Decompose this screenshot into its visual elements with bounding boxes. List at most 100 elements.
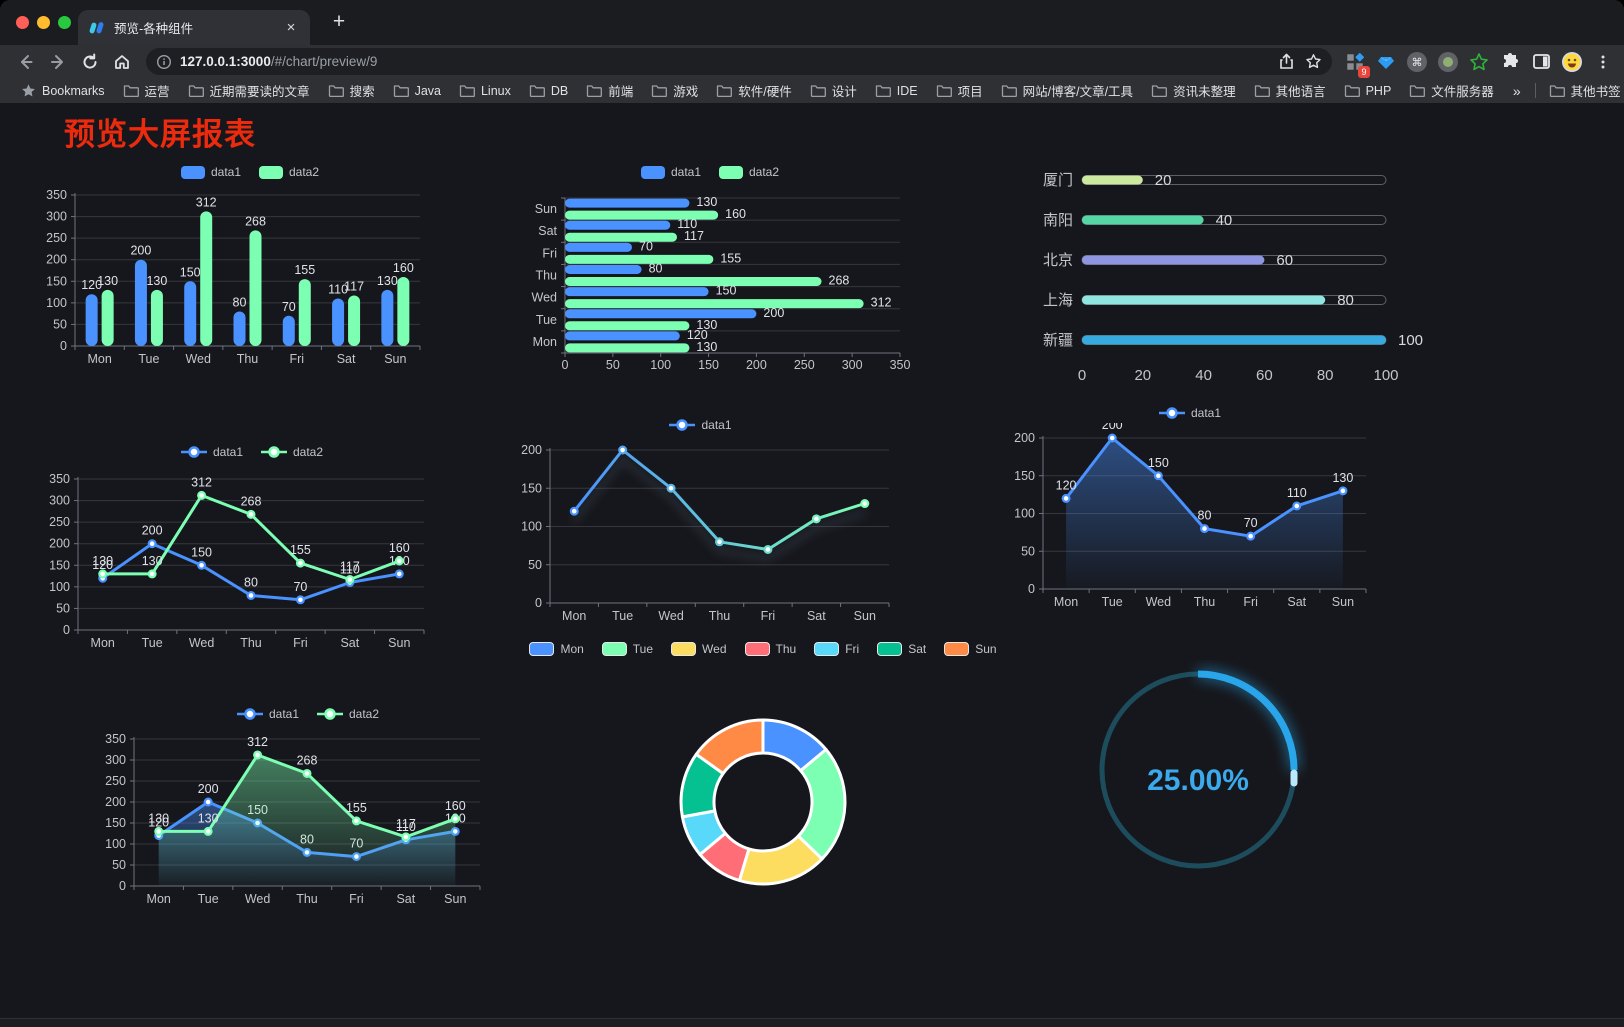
info-icon[interactable] <box>156 54 172 70</box>
svg-text:Sun: Sun <box>384 352 406 366</box>
svg-text:60: 60 <box>1256 367 1273 384</box>
command-extension-icon[interactable]: ⌘ <box>1404 49 1430 75</box>
gem-extension-icon[interactable] <box>1373 49 1399 75</box>
chart-line-two-series[interactable]: data1 data2 0 50 100 150 200 250 300 350 Mon Tue Wed… <box>42 442 462 659</box>
bookmark-folder[interactable]: 游戏 <box>644 79 705 102</box>
emoji-extension-icon[interactable] <box>1559 49 1585 75</box>
bookmark-folder[interactable]: 文件服务器 <box>1402 79 1501 102</box>
legend-swatch <box>259 165 283 179</box>
bookmark-folder[interactable]: 前端 <box>579 79 640 102</box>
green-star-extension-icon[interactable] <box>1466 49 1492 75</box>
chart-grouped-bar[interactable]: data1 data2 0 50 100 150 200 250 300 350 Mon Tue Wed… <box>40 162 460 377</box>
home-icon[interactable] <box>108 48 136 76</box>
svg-text:100: 100 <box>1014 507 1035 521</box>
side-panel-icon[interactable] <box>1528 49 1554 75</box>
legend-item[interactable]: Sat <box>877 642 926 656</box>
legend-item[interactable]: data2 <box>719 165 779 179</box>
zoom-window-button[interactable] <box>58 16 71 29</box>
legend-item[interactable]: Sun <box>944 642 997 656</box>
menu-kebab-icon[interactable] <box>1590 49 1616 75</box>
tab-close-icon[interactable]: × <box>286 18 296 36</box>
legend-item[interactable]: data1 <box>669 418 732 432</box>
bookmark-folder[interactable]: 运营 <box>116 79 177 102</box>
page-content: 预览大屏报表 data1 data2 0 50 100 150 200 250 300 350 Mo… <box>0 103 1624 1027</box>
folder-icon <box>1001 84 1017 97</box>
bookmark-folder[interactable]: 软件/硬件 <box>709 79 798 102</box>
svg-text:Tue: Tue <box>142 636 163 650</box>
legend-item[interactable]: data2 <box>259 165 319 179</box>
bookmark-folder[interactable]: 资讯未整理 <box>1144 79 1243 102</box>
chart-gauge[interactable]: 25.00% <box>1088 660 1308 885</box>
svg-text:100: 100 <box>46 296 67 310</box>
chart-donut[interactable]: Mon Tue Wed Thu Fri Sat Sun <box>529 639 997 914</box>
chart-line-gradient[interactable]: data1 0 50 100 150 200 Mon Tue Wed Thu Fri Sat Sun <box>498 415 903 635</box>
bookmark-folder[interactable]: 其他语言 <box>1247 79 1333 102</box>
folder-icon <box>1410 84 1426 97</box>
bookmark-folder[interactable]: 网站/博客/文章/工具 <box>994 79 1140 102</box>
record-extension-icon[interactable] <box>1435 49 1461 75</box>
bookmark-folder[interactable]: 搜索 <box>321 79 382 102</box>
folder-icon <box>1549 84 1565 97</box>
chart-area-double[interactable]: data1 data2 0 50 100 150 200 250 300 350 Mon Tue Wed… <box>98 704 518 921</box>
minimize-window-button[interactable] <box>37 16 50 29</box>
svg-text:160: 160 <box>725 207 746 221</box>
legend-item[interactable]: data1 <box>1158 406 1221 420</box>
chart-city-progress[interactable]: 厦门 20 南阳 40 北京 60 上海 80 新疆 100 0 20 40 60 80 100 <box>1040 163 1440 398</box>
legend-item[interactable]: Fri <box>814 642 859 656</box>
legend-line-marker <box>180 446 207 458</box>
forward-icon[interactable] <box>44 48 72 76</box>
bookmark-star-icon[interactable] <box>1305 53 1322 70</box>
chart-horizontal-bar[interactable]: data1 data2 0 50 100 150 200 250 300 350 Sun 130 160… <box>500 162 920 382</box>
svg-text:上海: 上海 <box>1043 292 1073 309</box>
svg-text:Fri: Fri <box>542 246 557 260</box>
tab-grid-extension-icon[interactable]: 9 <box>1342 49 1370 78</box>
legend-item[interactable]: data1 <box>180 445 243 459</box>
svg-text:110: 110 <box>340 563 360 577</box>
bookmark-item-bookmarks[interactable]: Bookmarks <box>14 81 112 100</box>
bookmark-folder[interactable]: IDE <box>868 82 925 100</box>
svg-text:Fri: Fri <box>289 352 304 366</box>
legend-item[interactable]: data1 <box>236 707 299 721</box>
legend-item[interactable]: data2 <box>317 707 379 721</box>
bookmark-folder[interactable]: 近期需要读的文章 <box>181 79 317 102</box>
chart-area-single[interactable]: data1 0 50 100 150 200 Mon Tue Wed Thu Fri Sat Sun 12… <box>1000 403 1380 618</box>
svg-text:0: 0 <box>535 596 542 610</box>
back-icon[interactable] <box>12 48 40 76</box>
bookmark-folder[interactable]: DB <box>522 82 575 100</box>
other-bookmarks-folder[interactable]: 其他书签 <box>1542 79 1624 102</box>
bookmark-folder[interactable]: Java <box>386 82 448 100</box>
legend-item[interactable]: data2 <box>261 445 323 459</box>
address-bar[interactable]: 127.0.0.1:3000/#/chart/preview/9 <box>146 48 1332 75</box>
close-window-button[interactable] <box>16 16 29 29</box>
legend-label: data2 <box>293 445 324 459</box>
legend-item[interactable]: data1 <box>180 165 241 179</box>
legend-item[interactable]: Wed <box>671 642 727 656</box>
extensions-puzzle-icon[interactable] <box>1497 49 1523 75</box>
svg-text:117: 117 <box>396 817 416 831</box>
svg-text:200: 200 <box>49 537 70 551</box>
share-icon[interactable] <box>1278 53 1295 70</box>
legend-item[interactable]: Tue <box>601 642 653 656</box>
bookmark-folder[interactable]: 设计 <box>803 79 864 102</box>
legend-item[interactable]: Mon <box>529 642 584 656</box>
reload-icon[interactable] <box>76 48 104 76</box>
browser-tab[interactable]: 预览-各种组件 × <box>78 10 310 45</box>
bookmark-folder[interactable]: Linux <box>452 82 518 100</box>
bottom-scrollbar[interactable] <box>0 1018 1624 1027</box>
svg-text:Fri: Fri <box>761 609 776 623</box>
legend-swatch <box>944 642 970 656</box>
svg-text:80: 80 <box>233 295 247 309</box>
bookmark-folder[interactable]: PHP <box>1337 82 1399 100</box>
bookmarks-overflow-chevron[interactable]: » <box>1512 82 1521 99</box>
legend-item[interactable]: Thu <box>744 642 796 656</box>
legend-item[interactable]: data1 <box>640 165 701 179</box>
bookmark-folder[interactable]: 项目 <box>929 79 990 102</box>
svg-text:300: 300 <box>842 358 863 372</box>
area-line-canvas: 0 50 100 150 200 Mon Tue Wed Thu Fri Sat Sun 120 200 1… <box>1014 418 1367 609</box>
legend-swatch <box>814 642 840 656</box>
new-tab-button[interactable]: + <box>332 10 346 33</box>
svg-text:200: 200 <box>521 443 542 457</box>
svg-text:80: 80 <box>244 575 258 589</box>
folder-icon <box>652 84 668 97</box>
